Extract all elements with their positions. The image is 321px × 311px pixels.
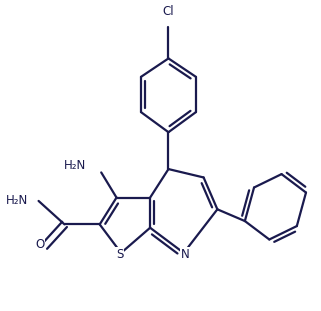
Text: O: O	[36, 238, 45, 251]
Text: Cl: Cl	[163, 5, 174, 18]
Text: H₂N: H₂N	[64, 159, 86, 172]
Text: H₂N: H₂N	[6, 194, 28, 207]
Text: N: N	[181, 248, 190, 261]
Text: S: S	[116, 248, 123, 261]
